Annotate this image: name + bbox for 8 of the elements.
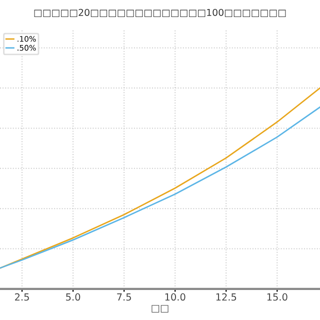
x-tick-label: 15.0 <box>267 293 288 301</box>
x-tick-label: 2.5 <box>15 293 29 301</box>
x-tick-label: 12.5 <box>216 293 236 301</box>
chart-title: □□□□□20□□□□□□□□□□□□□100□□□□□□□ <box>34 8 286 18</box>
x-tick-label: 7.5 <box>117 293 131 301</box>
x-tick-label: 5.0 <box>66 293 80 301</box>
x-axis-title: □□ <box>152 305 168 313</box>
x-tick-label: 10.0 <box>165 293 186 301</box>
